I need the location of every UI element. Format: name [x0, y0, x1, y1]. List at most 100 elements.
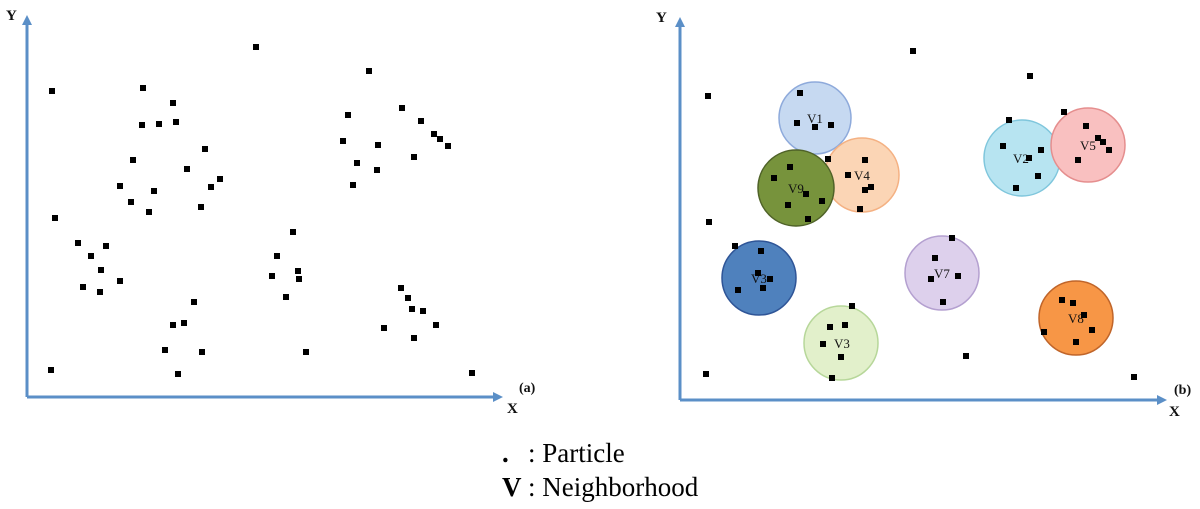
particle: [418, 118, 424, 124]
particle: [274, 253, 280, 259]
particle: [849, 303, 855, 309]
particle: [1013, 185, 1019, 191]
panel-b-tag: (b): [1174, 383, 1191, 398]
particle: [703, 371, 709, 377]
particle: [75, 240, 81, 246]
particle: [928, 276, 934, 282]
particle: [437, 136, 443, 142]
particle-symbol: .: [502, 438, 509, 468]
particle: [52, 215, 58, 221]
particle: [162, 347, 168, 353]
particle: [184, 166, 190, 172]
particle: [128, 199, 134, 205]
particle: [955, 273, 961, 279]
particle: [411, 335, 417, 341]
particle: [198, 204, 204, 210]
particle: [842, 322, 848, 328]
particle: [97, 289, 103, 295]
panel-a-tag: (a): [519, 381, 536, 396]
particle: [173, 119, 179, 125]
neighborhood-circle: [778, 81, 852, 155]
particle: [295, 268, 301, 274]
particle: [812, 124, 818, 130]
particle: [253, 44, 259, 50]
particle: [175, 371, 181, 377]
particle: [1000, 143, 1006, 149]
particle: [354, 160, 360, 166]
neighborhood-v2: V2: [983, 119, 1061, 197]
neighborhood-v3: V3: [721, 240, 797, 316]
particle: [469, 370, 475, 376]
particle: [156, 121, 162, 127]
particle: [399, 105, 405, 111]
particle: [170, 100, 176, 106]
particle: [758, 248, 764, 254]
particle: [139, 122, 145, 128]
neighborhood-circle: [904, 235, 980, 311]
particle: [202, 146, 208, 152]
particle: [845, 172, 851, 178]
neighborhood-symbol: V: [502, 472, 522, 502]
particle: [1095, 135, 1101, 141]
panel-b-neighborhoods: V1 V4 V9 V2 V5 V3 V7 V3 V8: [721, 81, 1126, 381]
particle: [411, 154, 417, 160]
legend-particle-row: . : Particle: [502, 436, 698, 470]
particle: [290, 229, 296, 235]
particle: [963, 353, 969, 359]
particle: [80, 284, 86, 290]
particle: [868, 184, 874, 190]
particle: [825, 156, 831, 162]
particle: [828, 122, 834, 128]
panel-b-particles: [703, 48, 1137, 381]
particle: [303, 349, 309, 355]
particle: [88, 253, 94, 259]
particle: [1073, 339, 1079, 345]
panel-b-y-label: Y: [656, 10, 667, 26]
neighborhood-circle: [1050, 107, 1126, 183]
neighborhood-circle: [721, 240, 797, 316]
particle: [1075, 157, 1081, 163]
particle: [1100, 139, 1106, 145]
particle: [151, 188, 157, 194]
neighborhood-label: V7: [934, 266, 950, 281]
legend-neighborhood-text: : Neighborhood: [528, 472, 699, 502]
neighborhood-label: V1: [807, 111, 823, 126]
particle: [1006, 117, 1012, 123]
particle: [787, 164, 793, 170]
neighborhood-label: V5: [1080, 138, 1096, 153]
particle: [1041, 329, 1047, 335]
particle: [820, 341, 826, 347]
neighborhood-v9: V9: [757, 149, 835, 227]
particle: [940, 299, 946, 305]
particle: [910, 48, 916, 54]
particle: [398, 285, 404, 291]
neighborhood-v5: V5: [1050, 107, 1126, 183]
particle: [932, 255, 938, 261]
particle: [340, 138, 346, 144]
particle: [49, 88, 55, 94]
particle: [705, 93, 711, 99]
panel-a-y-label: Y: [6, 8, 17, 24]
particle: [283, 294, 289, 300]
neighborhood-v4: V4: [824, 137, 900, 213]
particle: [1089, 327, 1095, 333]
neighborhood-label: V9: [788, 181, 804, 196]
neighborhood-label: V4: [854, 168, 870, 183]
particle: [117, 278, 123, 284]
particle: [199, 349, 205, 355]
neighborhood-v1: V1: [778, 81, 852, 155]
particle: [797, 90, 803, 96]
particle: [805, 216, 811, 222]
legend-neighborhood-row: V: Neighborhood: [502, 470, 698, 504]
particle: [433, 322, 439, 328]
particle: [1070, 300, 1076, 306]
legend-particle-text: : Particle: [528, 438, 625, 468]
panel-a-x-label: X: [507, 401, 518, 417]
particle: [374, 167, 380, 173]
particle: [140, 85, 146, 91]
particle: [1035, 173, 1041, 179]
particle: [785, 202, 791, 208]
particle: [794, 120, 800, 126]
